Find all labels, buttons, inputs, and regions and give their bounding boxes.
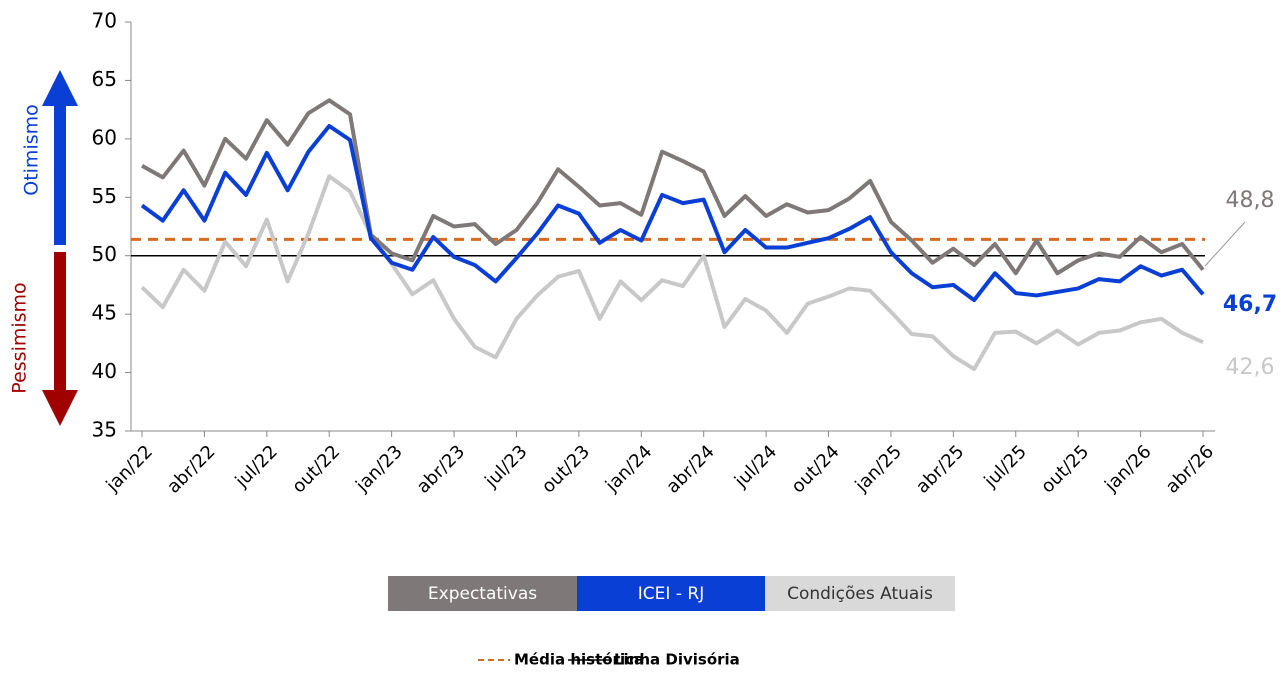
x-tick-label: abr/24 [662,441,718,497]
x-tick-label: abr/25 [912,441,968,497]
series-line [140,174,1204,372]
pessimism-label: Pessimismo [9,282,31,393]
x-tick-label: out/22 [288,441,344,497]
x-tick-label: jan/24 [601,441,656,496]
legend-swatch [577,576,765,611]
x-tick-label: abr/26 [1162,441,1218,497]
x-tick-label: jan/23 [351,441,406,496]
y-tick-label: 40 [92,359,117,383]
x-tick-label: jan/26 [1100,441,1155,496]
legend-label: Condições Atuais [787,584,933,604]
y-tick-label: 35 [92,418,117,442]
series-line [141,98,1205,276]
legend-label: ICEI - RJ [638,584,704,604]
y-tick-label: 50 [92,242,117,266]
series-line [140,124,1205,303]
legend-label: Linha Divisória [614,651,740,669]
legend-swatch [765,576,955,611]
x-tick-label: jul/25 [980,441,1031,492]
end-label: 42,6 [1226,355,1275,380]
y-tick-label: 65 [92,67,117,91]
x-tick-label: abr/23 [413,441,469,497]
x-tick-label: out/24 [787,441,843,497]
x-tick-label: out/23 [538,441,594,497]
x-tick-label: jan/25 [851,441,906,496]
y-tick-label: 70 [92,9,117,33]
leader-line [1204,221,1246,267]
y-tick-label: 55 [92,184,117,208]
x-tick-label: jul/23 [480,441,531,492]
x-tick-label: abr/22 [163,441,219,497]
legend-label: Expectativas [428,584,537,604]
x-tick-label: jul/24 [730,441,781,492]
legend-swatch [388,576,577,611]
x-tick-label: jul/22 [231,441,282,492]
optimism-label: Otimismo [21,104,43,196]
x-tick-label: jan/22 [102,441,157,496]
end-label: 46,7 [1223,292,1277,317]
x-tick-label: out/25 [1037,441,1093,497]
y-tick-label: 60 [92,125,117,149]
y-tick-label: 45 [92,301,117,325]
end-label: 48,8 [1226,188,1275,213]
